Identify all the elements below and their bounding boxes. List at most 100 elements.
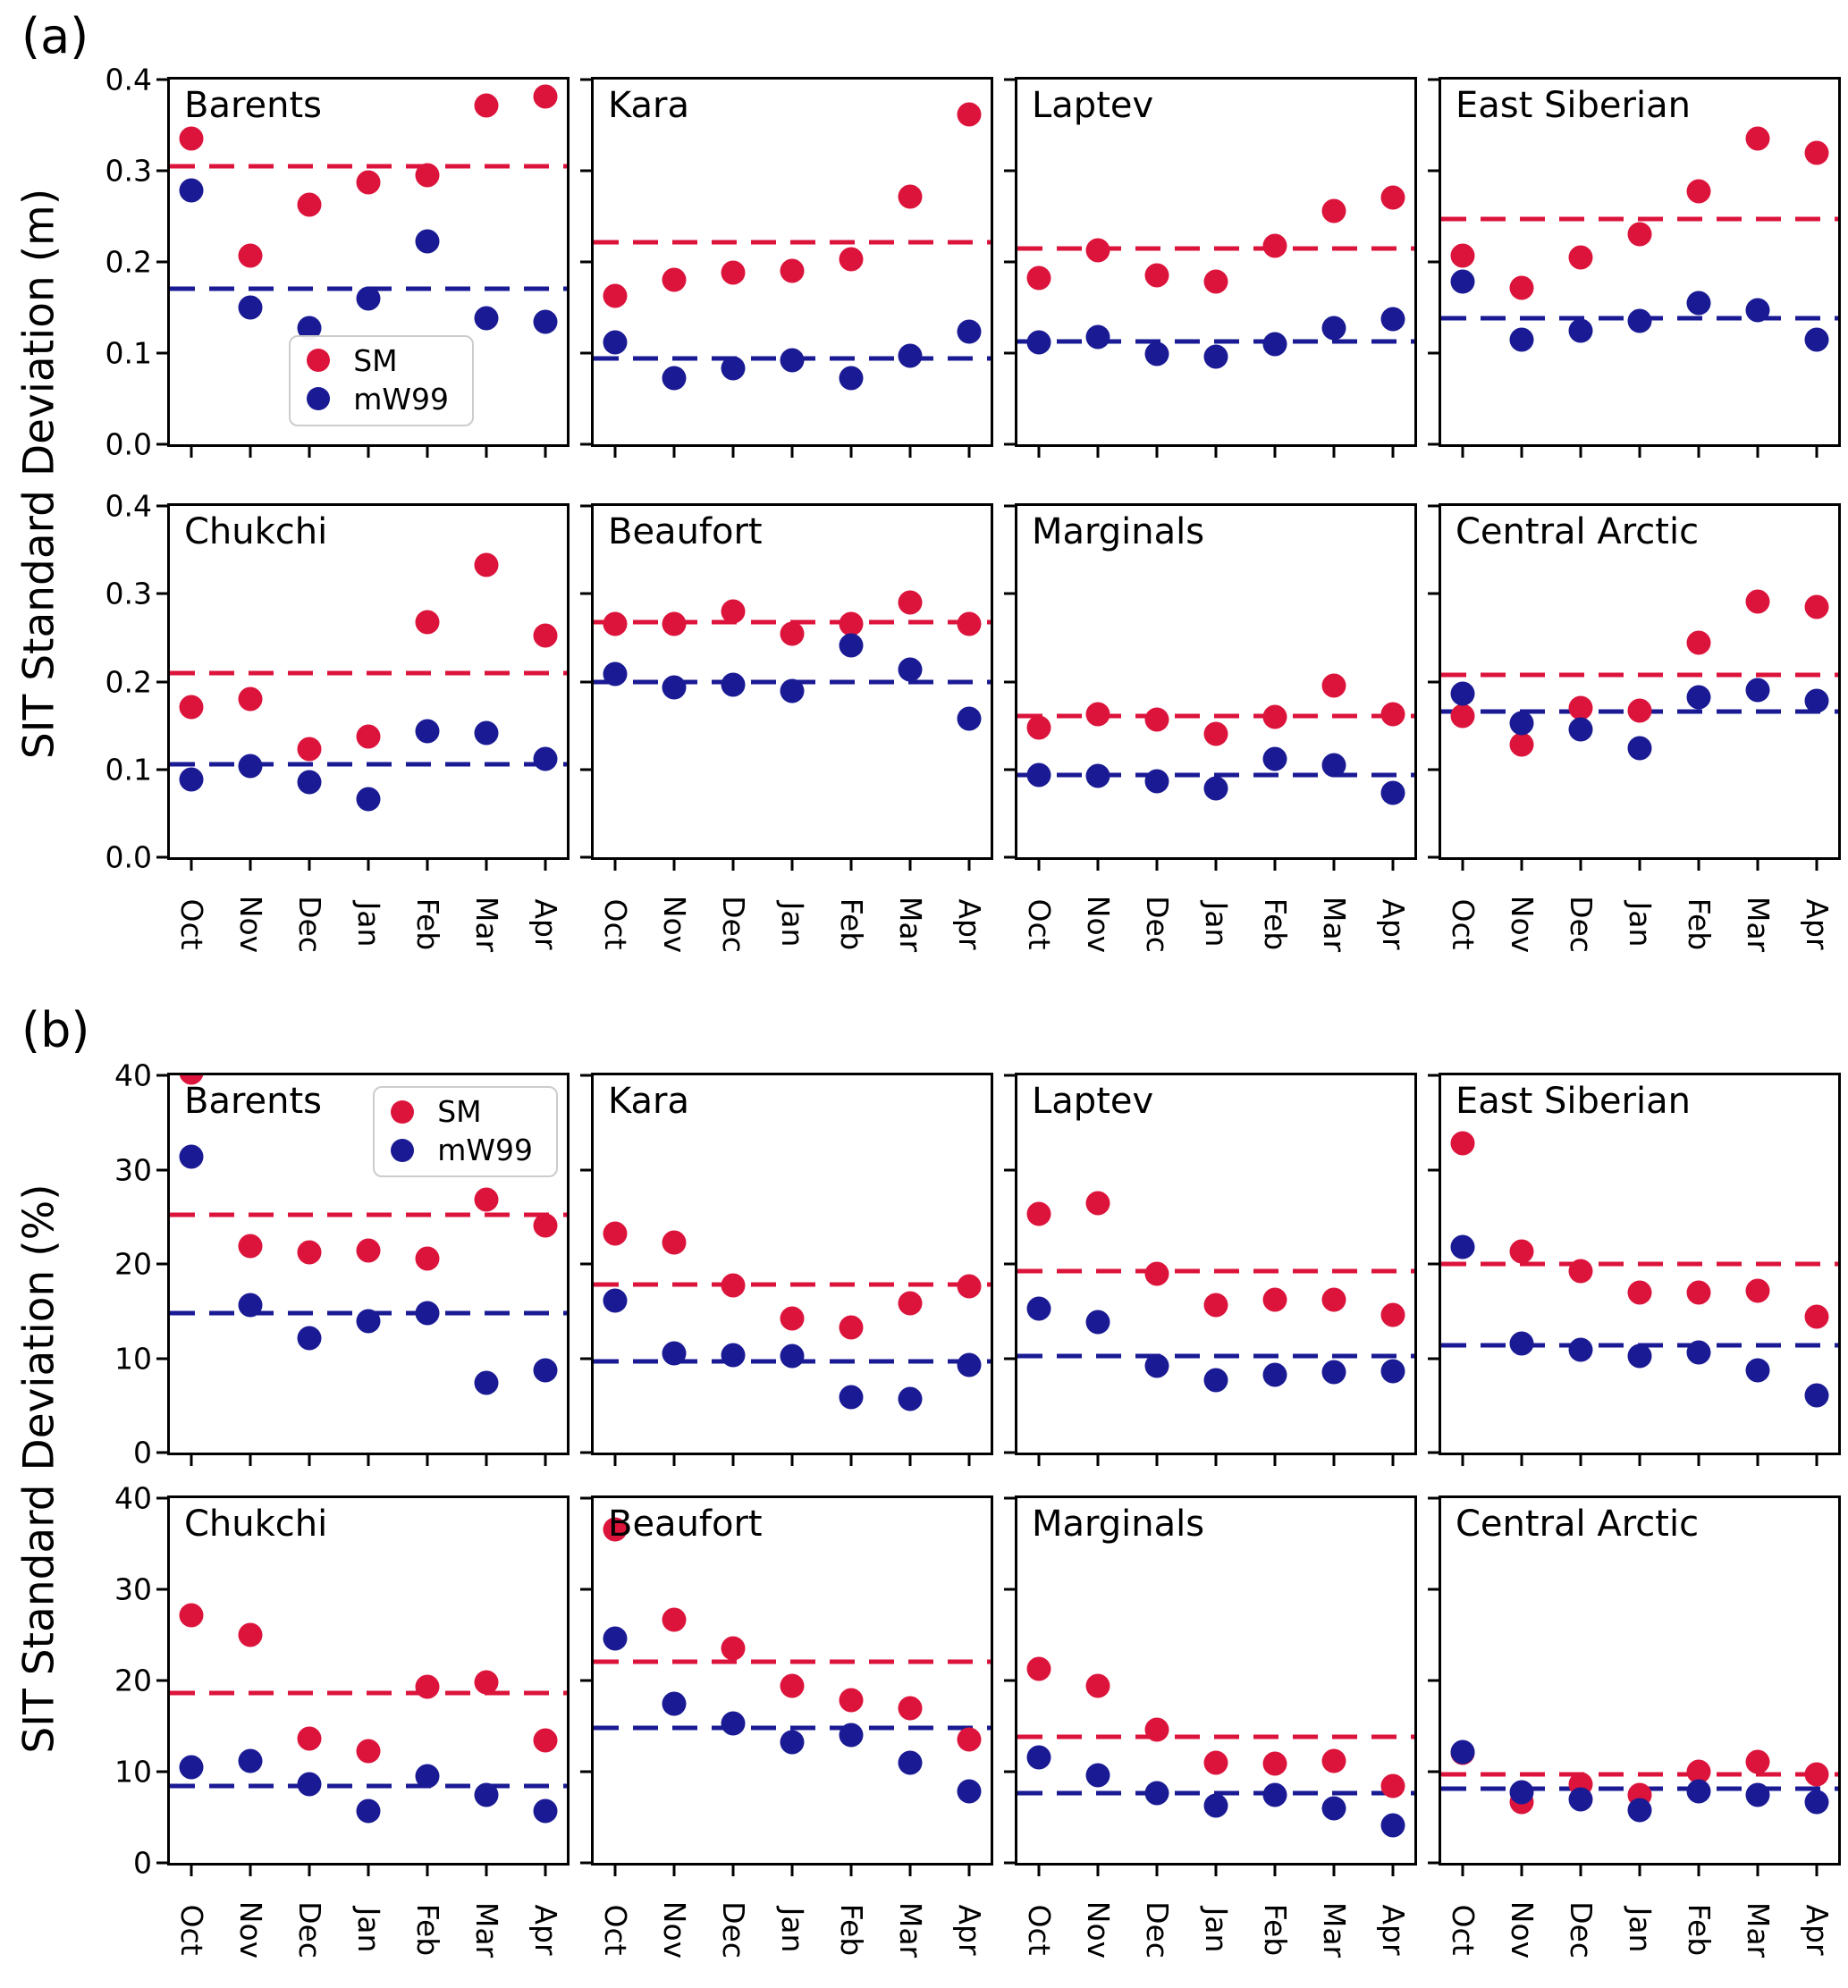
y-tick-label: 40: [114, 1480, 152, 1516]
plot-area: [594, 506, 991, 857]
mw99-mean-line: [170, 1783, 567, 1789]
panel-a-label: (a): [21, 8, 89, 64]
y-tick: [156, 768, 167, 771]
sm-point: [1509, 1239, 1534, 1264]
y-tick: [1004, 1262, 1015, 1266]
x-tick: [790, 1455, 794, 1466]
mw99-point: [957, 319, 982, 344]
mw99-point: [721, 672, 746, 697]
sm-point: [297, 1240, 322, 1265]
y-tick: [1428, 1496, 1439, 1500]
sm-point: [898, 1696, 923, 1721]
subplot-central-arctic-b: Central Arctic Oct Nov Dec Jan Feb Mar Apr: [1428, 1495, 1841, 1959]
y-tick: [1004, 1357, 1015, 1360]
x-tick: [1391, 447, 1395, 458]
y-tick: [156, 260, 167, 264]
sm-point: [179, 695, 204, 720]
mw99-point: [780, 1730, 805, 1755]
mw99-point: [415, 719, 440, 744]
mw99-point: [1686, 685, 1711, 710]
legend-mw99-row: mW99: [307, 384, 449, 414]
subplot-chukchi-b: Chukchi 0 10 20 30 40 Oct Nov Dec Jan Feb Mar Apr: [114, 1484, 570, 1959]
x-tick: [1638, 860, 1641, 871]
sm-point: [780, 1306, 805, 1331]
mw99-point: [1144, 769, 1169, 794]
panel-a-grid: Barents 0.0 0.1 0.2 0.3 0.4 SM mW99 Kara Laptev Ea…: [105, 65, 1841, 953]
sm-point: [238, 243, 263, 268]
mw99-point: [297, 1326, 322, 1351]
sm-point: [1686, 1280, 1711, 1305]
sm-point: [1144, 1717, 1169, 1742]
sm-point: [179, 1075, 204, 1085]
mw99-point: [1450, 269, 1475, 294]
sm-point: [474, 1670, 499, 1695]
legend: SM mW99: [373, 1086, 558, 1177]
mw99-point: [179, 1755, 204, 1780]
y-tick: [1428, 592, 1439, 595]
sm-point: [839, 611, 864, 636]
x-tick: [1155, 1866, 1159, 1876]
x-tick: [672, 1866, 676, 1876]
y-tick-label: 30: [114, 1571, 152, 1607]
x-tick: [1638, 1455, 1641, 1466]
y-tick: [1428, 1168, 1439, 1171]
mw99-point: [1627, 308, 1652, 333]
y-tick: [1004, 1168, 1015, 1171]
sm-point: [297, 1726, 322, 1751]
sm-point: [1262, 1287, 1287, 1312]
subplot-title: Marginals: [1032, 511, 1205, 552]
sm-point: [1745, 126, 1770, 151]
y-tick: [1004, 78, 1015, 81]
plot-area: [1017, 1075, 1414, 1453]
sm-point: [1380, 185, 1405, 210]
y-tick: [1004, 1496, 1015, 1500]
x-tick: [672, 860, 676, 871]
x-tick: [544, 1455, 547, 1466]
plot-area: [1441, 1498, 1838, 1863]
y-tick-label: 0.1: [105, 752, 152, 788]
subplot-title: Central Arctic: [1456, 511, 1700, 552]
mw99-point: [1804, 1383, 1829, 1408]
x-tick: [790, 447, 794, 458]
y-tick: [580, 680, 591, 683]
mw99-point: [603, 661, 628, 687]
x-tick: [1096, 447, 1100, 458]
mw99-point: [780, 348, 805, 373]
x-tick: [249, 447, 252, 458]
y-tick: [1428, 768, 1439, 771]
sm-point: [1144, 707, 1169, 732]
y-tick: [1004, 1074, 1015, 1077]
sm-point: [356, 170, 381, 195]
x-tick: [1214, 447, 1218, 458]
mw99-point: [898, 343, 923, 368]
x-tick: [426, 447, 429, 458]
x-tick: [485, 860, 488, 871]
sm-point: [1450, 703, 1475, 729]
x-tick: [908, 860, 912, 871]
x-tick: [1214, 1455, 1218, 1466]
subplot-title: East Siberian: [1456, 1081, 1691, 1122]
x-tick: [1037, 860, 1041, 871]
x-tick: [367, 1866, 370, 1876]
x-tick: [426, 860, 429, 871]
x-tick: [426, 1866, 429, 1876]
mw99-point: [533, 746, 558, 771]
x-tick: [1155, 1455, 1159, 1466]
sm-point: [1627, 698, 1652, 723]
mw99-point: [1745, 1782, 1770, 1807]
x-tick: [544, 1866, 547, 1876]
y-tick: [580, 855, 591, 859]
sm-point: [297, 192, 322, 217]
mw99-point: [533, 1798, 558, 1824]
sm-point: [1262, 1751, 1287, 1776]
x-tick: [908, 1866, 912, 1876]
legend-sm-marker-icon: [307, 349, 331, 373]
sm-mean-line: [1441, 216, 1838, 222]
y-tick: [156, 1451, 167, 1454]
sm-point: [1745, 1278, 1770, 1303]
sm-point: [721, 1636, 746, 1661]
sm-point: [179, 1603, 204, 1628]
sm-point: [1450, 243, 1475, 268]
mw99-point: [1509, 1780, 1534, 1805]
x-tick: [367, 1455, 370, 1466]
